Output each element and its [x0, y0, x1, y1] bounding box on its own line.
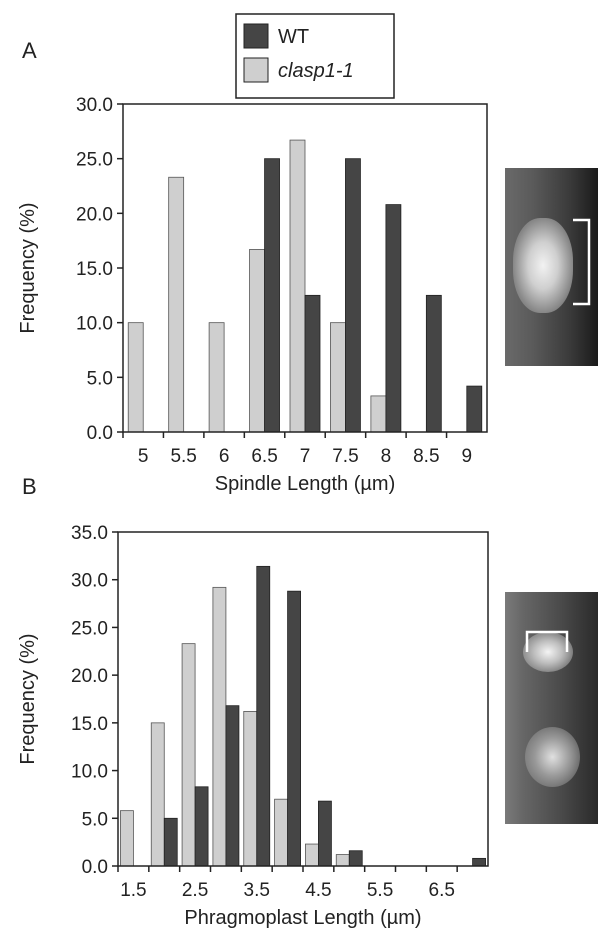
y-tick-label: 5.0 — [82, 809, 108, 830]
x-tick-label: 6.5 — [251, 446, 277, 467]
micrograph-spindle — [505, 168, 598, 366]
y-tick-label: 30.0 — [71, 571, 108, 592]
bar-clasp1-1 — [305, 843, 319, 867]
bar-wt — [163, 817, 178, 867]
bar-wt — [348, 850, 363, 867]
y-tick-label: 35.0 — [71, 523, 108, 544]
y-tick-label: 10.0 — [76, 314, 113, 335]
bar-wt — [318, 800, 332, 867]
bar-wt — [287, 590, 301, 867]
x-tick-label: 2.5 — [182, 880, 208, 901]
x-tick-label: 4.5 — [305, 880, 331, 901]
y-tick-label: 15.0 — [71, 714, 108, 735]
bar-clasp1-1 — [181, 643, 196, 867]
x-tick-label: 7 — [300, 446, 311, 467]
bar-wt — [256, 565, 271, 867]
y-axis-title: Frequency (%) — [17, 202, 39, 333]
x-tick-label: 5.5 — [170, 446, 196, 467]
bar-clasp1-1 — [212, 586, 227, 867]
bar-wt — [194, 786, 209, 867]
y-tick-label: 0.0 — [87, 423, 113, 444]
x-axis-title: Phragmoplast Length (µm) — [184, 907, 421, 929]
y-tick-label: 0.0 — [82, 857, 108, 878]
y-tick-label: 15.0 — [76, 259, 113, 280]
y-axis-title: Frequency (%) — [17, 633, 39, 764]
bar-wt — [472, 857, 486, 867]
bar-clasp1-1 — [150, 722, 165, 867]
y-tick-label: 20.0 — [71, 666, 108, 687]
x-tick-label: 9 — [461, 446, 472, 467]
y-tick-label: 20.0 — [76, 204, 113, 225]
plot-frame — [117, 531, 489, 867]
y-tick-label: 5.0 — [87, 368, 113, 389]
panel-label-a: A — [22, 38, 37, 63]
bar-clasp1-1 — [243, 711, 258, 867]
y-tick-label: 25.0 — [71, 618, 108, 639]
bar-clasp1-1 — [335, 854, 350, 867]
x-tick-label: 6 — [219, 446, 230, 467]
y-tick-label: 30.0 — [76, 95, 113, 116]
y-tick-label: 25.0 — [76, 150, 113, 171]
micrograph-phragmoplast — [505, 592, 598, 824]
plot-frame — [122, 103, 488, 433]
x-tick-label: 3.5 — [244, 880, 270, 901]
bar-clasp1-1 — [120, 810, 134, 867]
bar-wt — [225, 705, 240, 867]
x-axis-title: Spindle Length (µm) — [215, 473, 396, 495]
x-tick-label: 1.5 — [120, 880, 146, 901]
x-tick-label: 8 — [381, 446, 392, 467]
x-tick-label: 5.5 — [367, 880, 393, 901]
x-tick-label: 8.5 — [413, 446, 439, 467]
x-tick-label: 7.5 — [332, 446, 358, 467]
panel-label-b: B — [22, 474, 37, 499]
x-tick-label: 5 — [138, 446, 149, 467]
x-tick-label: 6.5 — [429, 880, 455, 901]
bar-clasp1-1 — [274, 798, 288, 867]
y-tick-label: 10.0 — [71, 762, 108, 783]
